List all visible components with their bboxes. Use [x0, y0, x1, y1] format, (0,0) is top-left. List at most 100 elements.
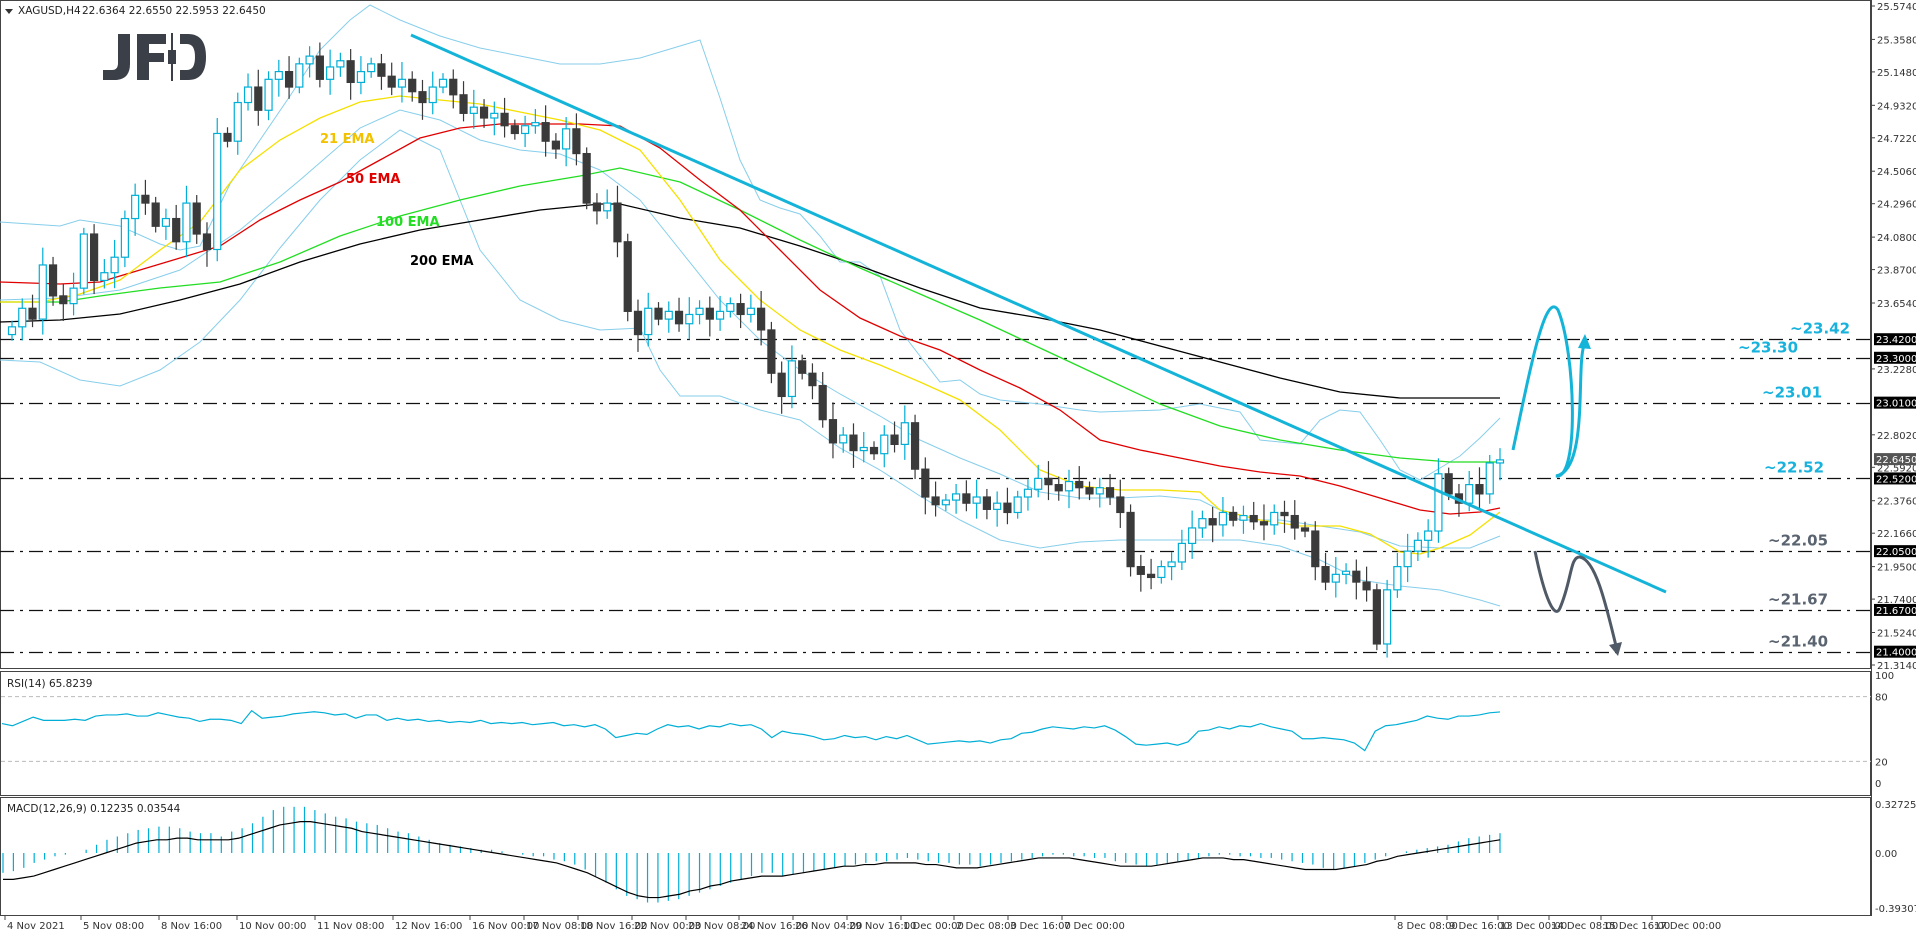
bullish-candle [859, 432, 868, 463]
bearish-candle [1085, 481, 1094, 501]
price-axis: 25.5740 25.3580 25.1480 24.9320 24.7220 24.50… [1871, 0, 1916, 916]
ema-label: 200 EMA [410, 254, 474, 269]
price-tick: 24.0800 [1877, 233, 1916, 244]
time-tick: 13 Dec 00:00 [1500, 921, 1567, 932]
time-tick: 10 Nov 00:00 [239, 921, 306, 932]
macd-panel-border [0, 797, 1871, 916]
rsi-tick: 0 [1875, 779, 1881, 790]
level-price-tag [1874, 351, 1916, 364]
bearish-candle [1116, 479, 1125, 528]
ema-200-line [0, 203, 1500, 399]
price-tick: 21.7400 [1877, 595, 1916, 606]
time-tick: 8 Nov 16:00 [161, 921, 222, 932]
ema-50-line [0, 123, 1501, 515]
bearish-candle [89, 224, 99, 295]
bullish-candle [900, 405, 909, 460]
bearish-candle [808, 363, 817, 400]
bearish-candle [674, 297, 684, 332]
bearish-candle [921, 457, 930, 515]
level-label: ~23.30 [1738, 339, 1798, 357]
bullish-candle [787, 345, 797, 409]
descending-trendline[interactable] [410, 33, 1667, 594]
bullish-arrowhead-icon [1578, 334, 1591, 349]
time-tick: 5 Nov 08:00 [83, 921, 144, 932]
bearish-candle [890, 421, 899, 453]
ema-label: 100 EMA [376, 215, 440, 230]
bullish-candle [1424, 519, 1433, 558]
bullish-candle [880, 425, 889, 468]
bearish-candle [408, 71, 417, 102]
bullish-candle [1393, 553, 1402, 598]
bullish-candle [715, 295, 725, 331]
bearish-candle [931, 481, 940, 517]
macd-indicator: 0.32725 0.00 -0.39307 [2, 800, 1916, 915]
price-tick: 21.9500 [1877, 563, 1916, 574]
bearish-candle [633, 299, 643, 352]
current-price-tag [1874, 453, 1916, 466]
ema-21-line [0, 95, 1501, 555]
bearish-candle [223, 127, 232, 148]
bullish-candle [1064, 469, 1074, 509]
bullish-candle [7, 320, 17, 341]
bearish-scenario-arrow [1533, 550, 1618, 647]
bullish-candle [1270, 504, 1279, 535]
bollinger-middle [0, 109, 1501, 549]
bearish-candle [1321, 553, 1330, 591]
bullish-candle [1023, 479, 1033, 511]
svg-text:23.0100: 23.0100 [1876, 399, 1916, 410]
price-tick: 25.1480 [1877, 68, 1916, 79]
bullish-scenario-arrow [1511, 305, 1587, 478]
rsi-line [1, 709, 1501, 752]
time-tick: 16 Nov 00:00 [472, 921, 539, 932]
svg-text:22.5200: 22.5200 [1876, 474, 1916, 485]
bullish-candle [69, 272, 78, 316]
rsi-tick: 100 [1875, 671, 1894, 682]
bearish-candle [1311, 521, 1320, 581]
svg-text:21.6700: 21.6700 [1876, 606, 1916, 617]
bearish-candle [736, 293, 745, 329]
bullish-candle [428, 71, 437, 115]
bearish-candle [962, 480, 971, 512]
time-tick: 26 Nov 04:00 [795, 921, 862, 932]
price-tick: 22.8020 [1877, 431, 1916, 442]
bearish-candle [798, 354, 807, 380]
bullish-candle [243, 73, 253, 111]
bearish-candle [613, 185, 622, 258]
bearish-candle [172, 204, 181, 250]
price-tick: 23.6540 [1877, 299, 1916, 310]
bullish-candle [336, 52, 345, 77]
bearish-candle [869, 441, 879, 460]
dropdown-triangle-icon[interactable] [5, 9, 13, 14]
bearish-candle [1208, 506, 1217, 543]
bullish-candle [839, 427, 848, 453]
bullish-candle [490, 101, 499, 136]
bullish-candle [18, 298, 27, 341]
price-tick: 23.2280 [1877, 365, 1916, 376]
support-resistance-levels: ~23.42~23.30 ~23.01 ~22.52 ~22.05 ~21.67 ~21.… [0, 320, 1871, 654]
bullish-candle [531, 109, 540, 134]
bullish-candle [1341, 563, 1351, 585]
time-tick: 15 Dec 16:00 [1603, 921, 1670, 932]
bearish-candle [1249, 501, 1258, 530]
bullish-candle [695, 300, 704, 325]
bearish-candle [151, 196, 160, 233]
bearish-candle [284, 56, 294, 99]
bullish-candle [1034, 464, 1043, 498]
price-tick: 23.8700 [1877, 266, 1916, 277]
candlesticks [7, 42, 1505, 658]
bullish-candle [326, 49, 335, 95]
level-price-tag [1874, 603, 1916, 616]
bullish-candle [1434, 458, 1443, 543]
bearish-candle [1300, 521, 1310, 538]
rsi-tick: 80 [1875, 693, 1888, 704]
level-price-tag [1874, 545, 1916, 558]
bullish-candle [469, 89, 478, 129]
rsi-indicator: 100 80 20 0 [1, 671, 1894, 790]
bearish-candle [202, 222, 212, 267]
bearish-candle [346, 49, 355, 100]
chart-header[interactable]: XAGUSD,H4 22.6364 22.6550 22.5953 22.645… [5, 5, 266, 17]
bullish-candle [972, 479, 981, 519]
bearish-candle [849, 423, 858, 468]
trendline[interactable] [410, 33, 1667, 594]
